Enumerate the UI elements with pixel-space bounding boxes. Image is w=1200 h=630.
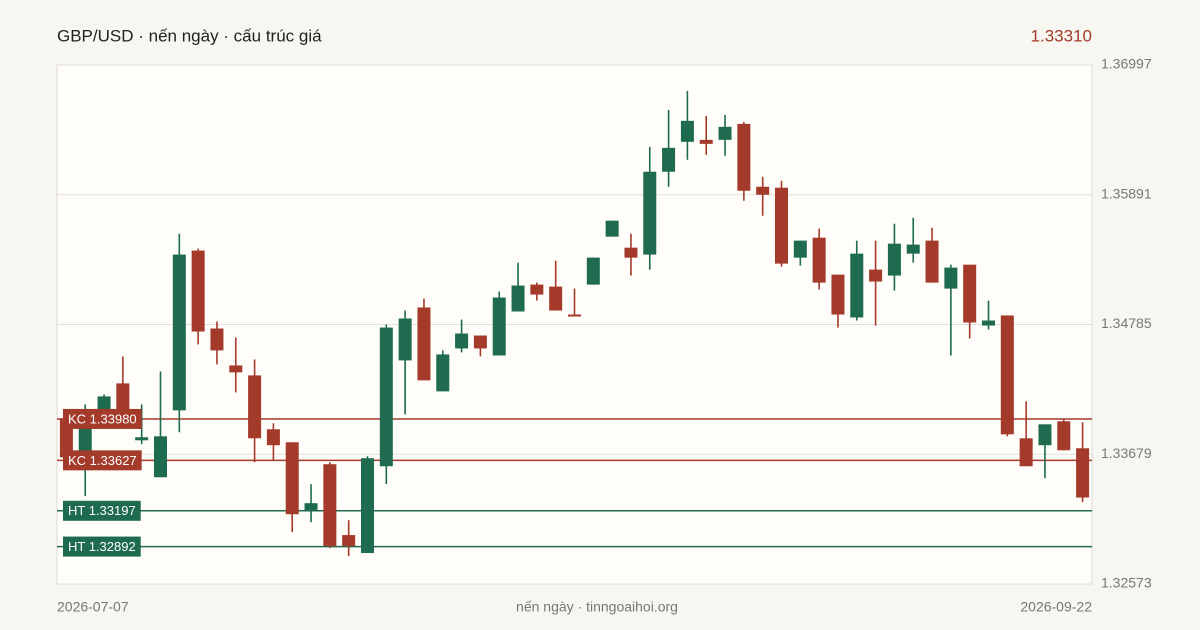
y-tick-label: 1.34785 (1101, 315, 1152, 331)
level-label-bg (63, 536, 141, 557)
candle-body (248, 375, 262, 439)
candle-body (737, 123, 751, 191)
candle-body (492, 297, 506, 356)
level-label-bg (63, 500, 141, 521)
candle-body (869, 269, 883, 282)
footer: nến ngày · tinngoaihoi.org (516, 599, 678, 615)
candle-body (304, 503, 318, 511)
last-price: 1.33310 (1031, 26, 1092, 45)
candle-body (662, 147, 676, 172)
candle-body (831, 274, 845, 315)
candle-body (379, 327, 393, 467)
candle-body (850, 253, 864, 318)
candle-body (605, 220, 619, 237)
candle-body (1038, 424, 1052, 446)
candle-body (963, 264, 977, 323)
candle-body (1000, 315, 1014, 435)
candle-body (417, 307, 431, 381)
level-label: KC 1.33627 (68, 453, 137, 468)
candle-body (135, 437, 149, 441)
candle-body (1019, 438, 1033, 467)
candle-body (775, 187, 788, 264)
candle-body (1076, 448, 1090, 498)
candle-body (793, 240, 807, 258)
candle-body (982, 320, 995, 326)
candle-body (944, 267, 958, 289)
level-label-bg (63, 408, 142, 429)
candle-body (812, 237, 826, 283)
y-tick-label: 1.33679 (1101, 445, 1152, 461)
candle-body (455, 333, 469, 349)
candle-body (398, 318, 412, 361)
candle-body (511, 285, 525, 312)
candle-body (473, 335, 487, 349)
candle-body (210, 328, 224, 351)
x-tick-label: 2026-07-07 (57, 599, 129, 615)
candle-body (436, 354, 450, 392)
candle-body (756, 186, 770, 195)
candle-body (680, 120, 694, 142)
level-label: HT 1.33197 (68, 503, 136, 518)
candle-body (568, 314, 581, 317)
x-tick-label: 2026-09-22 (1020, 599, 1092, 615)
candle-body (699, 139, 713, 144)
candle-body (266, 429, 280, 446)
candle-body (154, 436, 167, 478)
candle-body (191, 250, 205, 332)
candle-body (285, 442, 299, 515)
candle-body (643, 171, 657, 255)
chart-title: GBP/USD · nến ngày · cấu trúc giá (57, 26, 322, 45)
candle-body (549, 286, 563, 311)
candle-body (887, 243, 901, 276)
candle-body (624, 247, 638, 258)
candle-body (172, 254, 186, 411)
candle-body (906, 244, 920, 254)
y-tick-label: 1.35891 (1101, 185, 1152, 201)
y-tick-label: 1.32573 (1101, 575, 1152, 591)
candle-body (1057, 421, 1071, 451)
y-tick-label: 1.36997 (1101, 56, 1152, 72)
candle-body (925, 240, 939, 283)
level-label: KC 1.33980 (68, 411, 137, 426)
candle-body (116, 383, 130, 417)
candle-body (718, 126, 732, 140)
candle-body (342, 535, 356, 547)
candle-body (323, 464, 337, 547)
level-label: HT 1.32892 (68, 539, 136, 554)
candle-body (530, 284, 544, 295)
level-label-bg (63, 450, 142, 471)
candle-body (229, 365, 243, 373)
candle-body (361, 458, 374, 554)
candle-body (586, 257, 600, 285)
